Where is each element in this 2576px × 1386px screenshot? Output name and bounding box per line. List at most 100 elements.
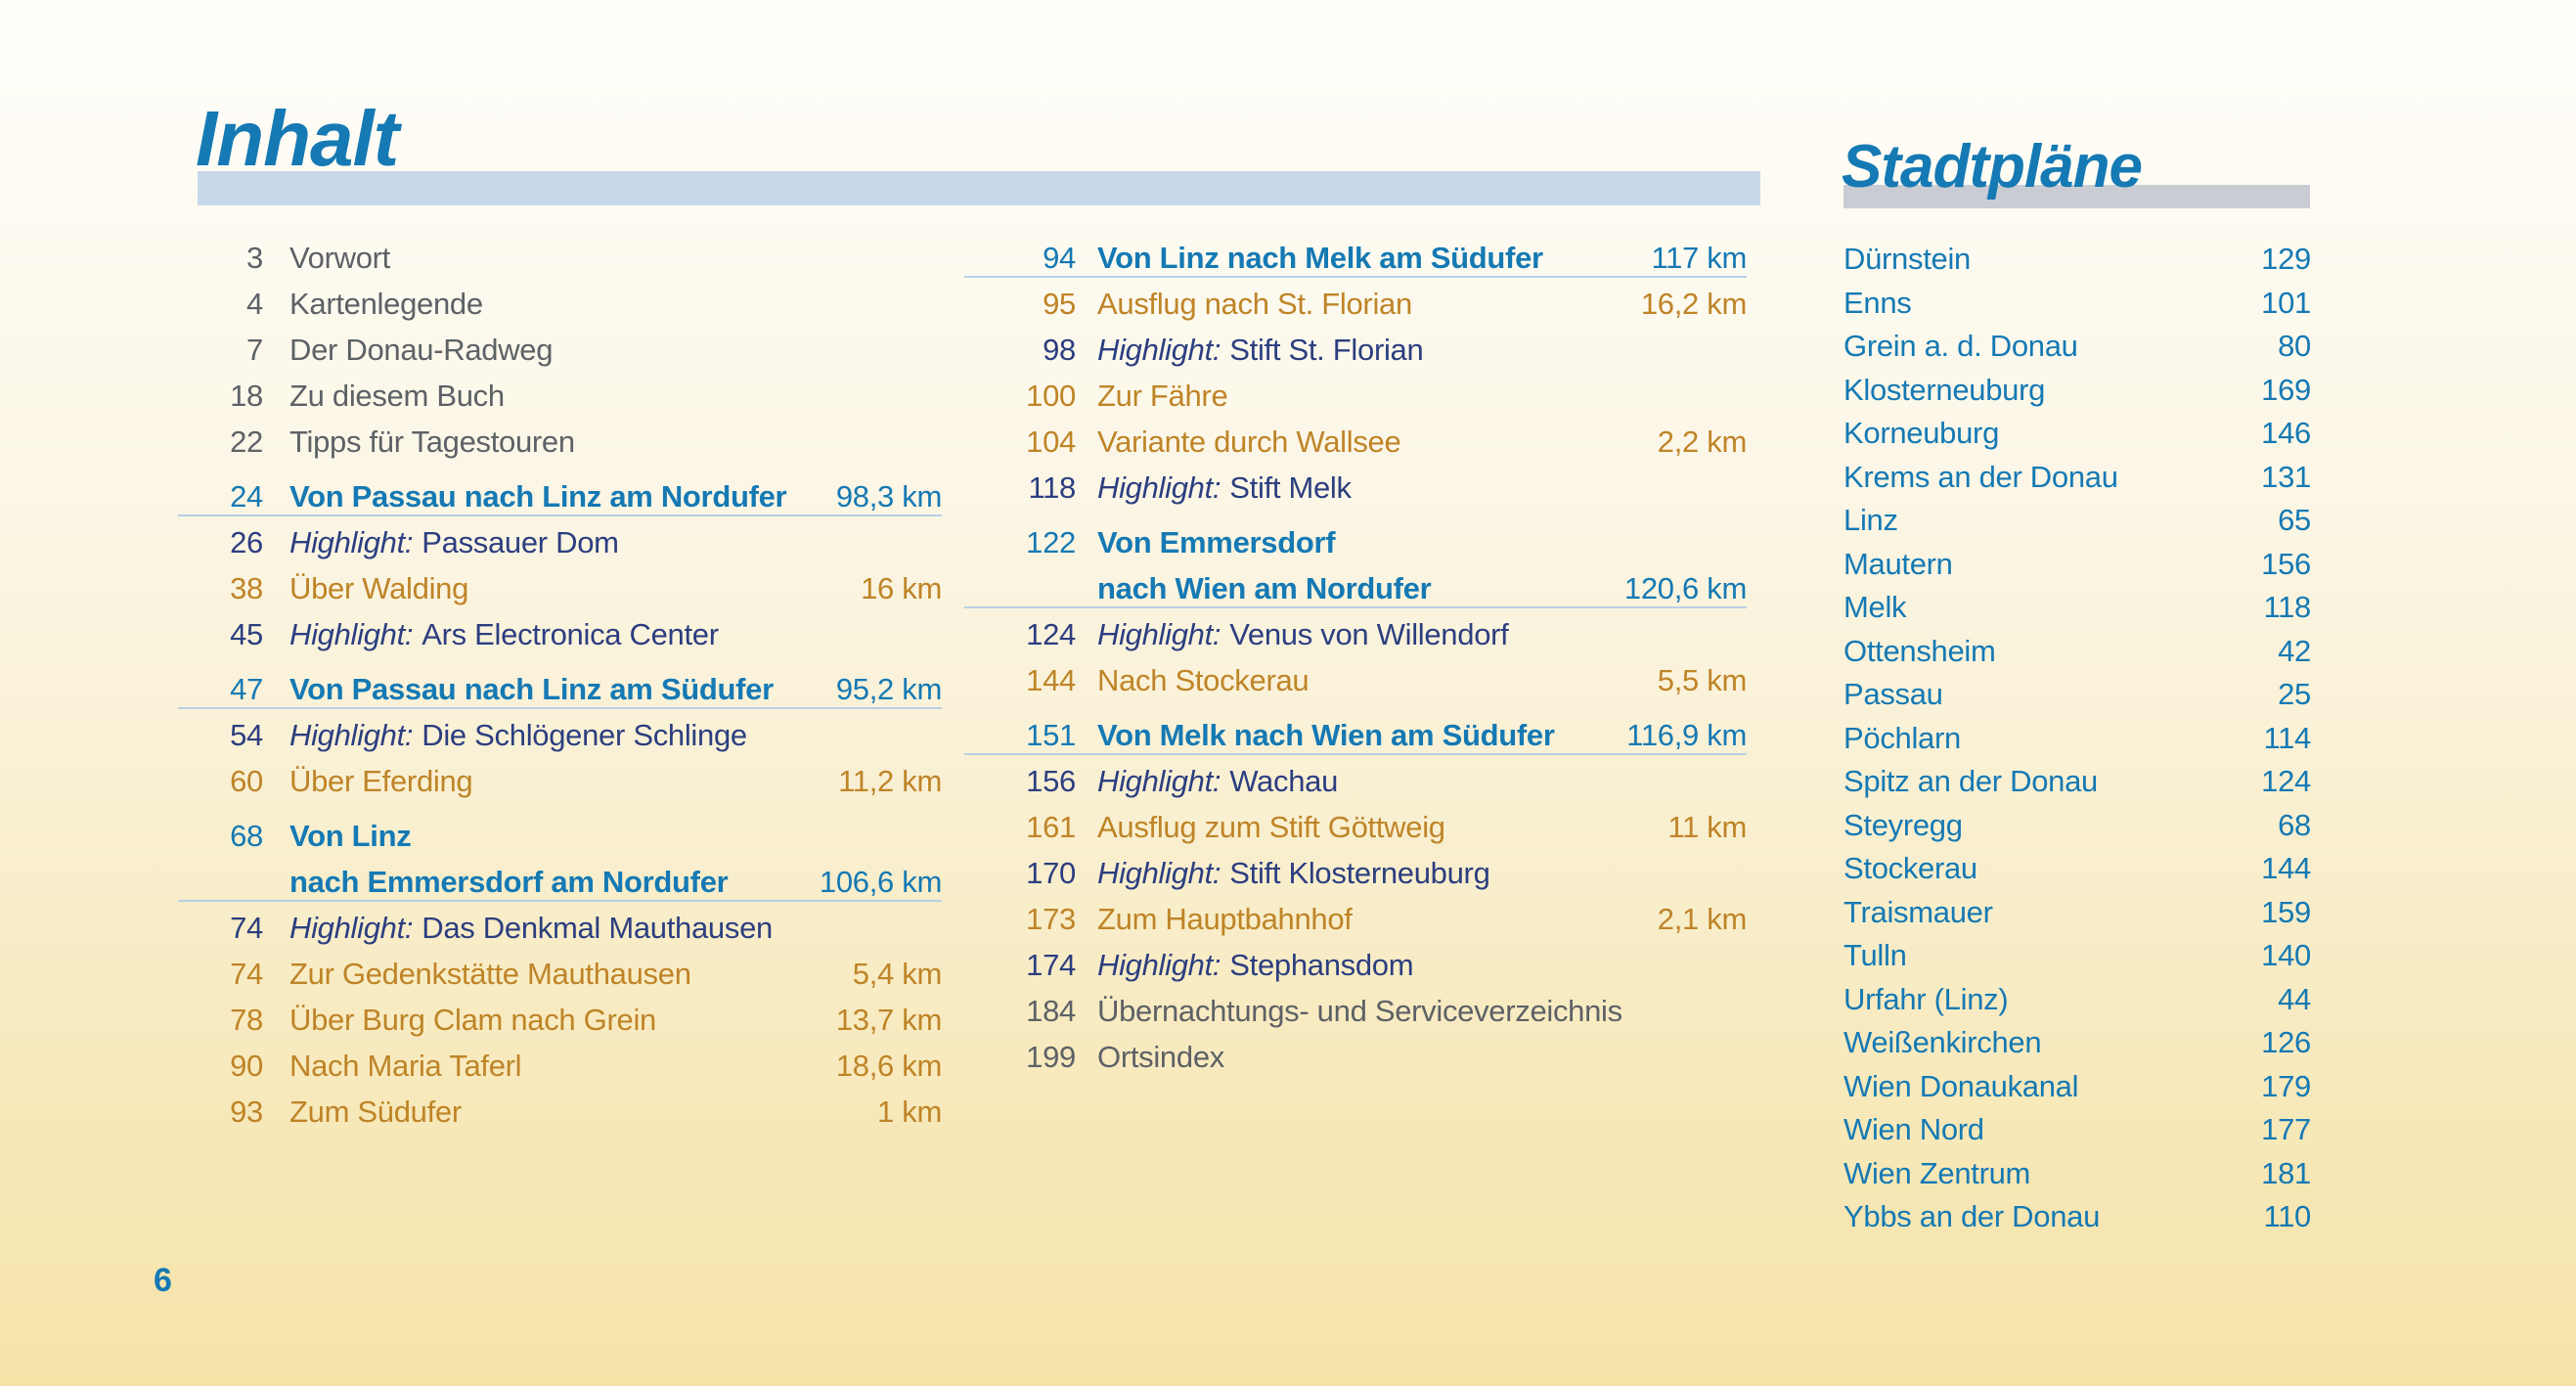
city-page-number: 110 [2263, 1199, 2311, 1233]
toc-distance: 13,7 km [835, 1003, 942, 1037]
toc-entry-text: Über Eferding [289, 758, 826, 804]
city-map-row: Steyregg 68 [1843, 804, 2311, 848]
city-map-row: Krems an der Donau 131 [1843, 456, 2311, 500]
toc-entry-text: Highlight: Das Denkmal Mauthausen [289, 905, 930, 951]
toc-entry-text: Variante durch Wallsee [1097, 419, 1646, 465]
highlight-prefix: Highlight: [1097, 470, 1221, 505]
toc-entry-text: Von Linz [289, 813, 930, 859]
toc-distance: 18,6 km [835, 1049, 942, 1083]
highlight-prefix: Highlight: [1097, 856, 1221, 890]
city-map-row: Wien Zentrum 181 [1843, 1152, 2311, 1196]
toc-entry-text: Highlight: Stift St. Florian [1097, 327, 1735, 373]
toc-entry-text: Nach Maria Taferl [289, 1043, 824, 1089]
city-page-number: 114 [2263, 720, 2311, 755]
toc-entry-text: Highlight: Stift Melk [1097, 465, 1735, 511]
toc-entry-text: Von Melk nach Wien am Südufer [1097, 712, 1615, 758]
toc-entry-title: nach Emmersdorf am Nordufer [289, 865, 729, 899]
toc-entry-text: Von Emmersdorf [1097, 519, 1735, 565]
toc-row: 60 Über Eferding 11,2 km [192, 758, 942, 804]
toc-entry-title: Stephansdom [1229, 948, 1414, 982]
city-page-number: 101 [2261, 285, 2311, 320]
toc-page-number: 100 [1026, 379, 1076, 413]
city-map-row: Dürnstein 129 [1843, 238, 2311, 282]
toc-row: 22 Tipps für Tagestouren [192, 419, 942, 465]
toc-row: 3 Vorwort [192, 235, 942, 281]
toc-entry-title: Über Eferding [289, 764, 473, 798]
toc-entry-title: Ausflug nach St. Florian [1097, 287, 1412, 321]
city-page-number: 42 [2278, 633, 2311, 668]
toc-row: 24 Von Passau nach Linz am Nordufer 98,3… [178, 473, 942, 519]
toc-entry-title: Über Walding [289, 571, 469, 605]
city-name: Traismauer [1843, 894, 1993, 929]
toc-distance: 5,5 km [1657, 663, 1748, 697]
toc-row: 18 Zu diesem Buch [192, 373, 942, 419]
toc-entry-text: Von Linz nach Melk am Südufer [1097, 235, 1639, 281]
toc-entry-title: Passauer Dom [422, 525, 619, 559]
toc-column-left: 3 Vorwort 4 Kartenlegende 7 Der Donau-Ra… [178, 235, 943, 1135]
city-name: Enns [1843, 285, 1912, 320]
toc-entry-text: Zur Gedenkstätte Mauthausen [289, 951, 841, 997]
city-page-number: 177 [2261, 1112, 2311, 1146]
toc-entry-title: Kartenlegende [289, 287, 483, 321]
toc-entry-title: Zur Fähre [1097, 379, 1228, 413]
toc-entry-title: Wachau [1229, 764, 1339, 798]
city-page-number: 118 [2263, 590, 2311, 624]
toc-distance: 11 km [1667, 810, 1747, 844]
toc-page-number: 47 [230, 672, 263, 706]
toc-entry-text: Zu diesem Buch [289, 373, 930, 419]
city-name: Spitz an der Donau [1843, 764, 2098, 798]
toc-row: nach Wien am Nordufer 120,6 km [964, 565, 1747, 611]
toc-row: 90 Nach Maria Taferl 18,6 km [192, 1043, 942, 1089]
toc-entry-text: Highlight: Venus von Willendorf [1097, 611, 1735, 657]
city-map-row: Mautern 156 [1843, 543, 2311, 587]
city-map-row: Ottensheim 42 [1843, 630, 2311, 674]
toc-page-number: 161 [1026, 810, 1076, 844]
highlight-prefix: Highlight: [1097, 948, 1221, 982]
toc-page-number: 60 [230, 764, 263, 798]
toc-distance: 5,4 km [852, 957, 943, 991]
city-map-row: Urfahr (Linz) 44 [1843, 978, 2311, 1022]
toc-distance: 11,2 km [838, 764, 942, 798]
city-page-number: 156 [2261, 546, 2311, 581]
toc-row: 156 Highlight: Wachau [978, 758, 1747, 804]
toc-page-number: 174 [1026, 948, 1076, 982]
city-name: Stockerau [1843, 851, 1977, 885]
toc-row: 151 Von Melk nach Wien am Südufer 116,9 … [964, 712, 1747, 758]
toc-entry-text: Tipps für Tagestouren [289, 419, 930, 465]
toc-distance: 98,3 km [835, 479, 942, 514]
city-map-row: Passau 25 [1843, 673, 2311, 717]
toc-entry-text: Highlight: Passauer Dom [289, 519, 930, 565]
toc-entry-title: Von Passau nach Linz am Nordufer [289, 479, 787, 514]
toc-page-number: 122 [1026, 525, 1076, 559]
city-map-row: Wien Nord 177 [1843, 1108, 2311, 1152]
toc-row: 100 Zur Fähre [978, 373, 1747, 419]
city-page-number: 80 [2278, 329, 2311, 363]
toc-distance: 106,6 km [819, 865, 942, 899]
toc-distance: 16,2 km [1640, 287, 1747, 321]
highlight-prefix: Highlight: [289, 911, 414, 945]
toc-page-number: 45 [230, 617, 263, 651]
city-name: Krems an der Donau [1843, 459, 2118, 494]
city-page-number: 159 [2261, 894, 2311, 929]
toc-entry-title: Zum Südufer [289, 1095, 462, 1129]
toc-page-number: 4 [246, 287, 263, 321]
toc-row: 170 Highlight: Stift Klosterneuburg [978, 850, 1747, 896]
city-map-row: Linz 65 [1843, 499, 2311, 543]
toc-row: 45 Highlight: Ars Electronica Center [192, 611, 942, 657]
city-page-number: 129 [2261, 242, 2311, 276]
city-page-number: 140 [2261, 938, 2311, 972]
toc-entry-text: Zur Fähre [1097, 373, 1735, 419]
toc-entry-text: Über Walding [289, 565, 849, 611]
toc-distance: 120,6 km [1623, 571, 1747, 605]
toc-column-middle: 94 Von Linz nach Melk am Südufer 117 km … [964, 235, 1748, 1080]
city-page-number: 146 [2261, 416, 2311, 450]
toc-entry-text: nach Emmersdorf am Nordufer [289, 859, 808, 905]
toc-entry-title: Das Denkmal Mauthausen [422, 911, 773, 945]
toc-page-number: 199 [1026, 1040, 1076, 1074]
toc-entry-title: Nach Stockerau [1097, 663, 1310, 697]
city-page-number: 25 [2278, 677, 2311, 711]
toc-row: 118 Highlight: Stift Melk [978, 465, 1747, 511]
toc-row: 54 Highlight: Die Schlögener Schlinge [192, 712, 942, 758]
city-page-number: 179 [2261, 1068, 2311, 1103]
city-name: Ottensheim [1843, 633, 1996, 668]
